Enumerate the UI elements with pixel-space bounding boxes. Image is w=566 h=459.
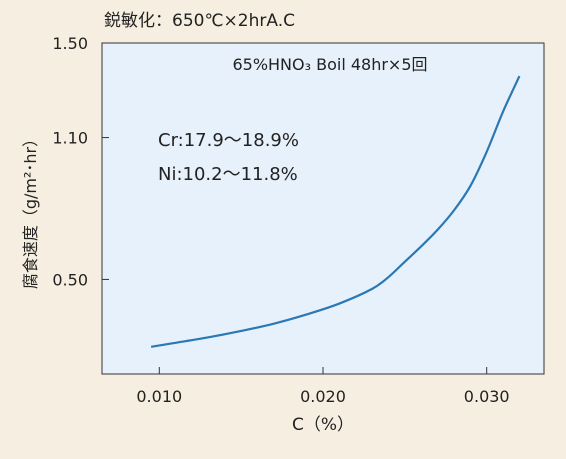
x-axis-label: C（%）: [292, 415, 354, 435]
ni-annotation: Ni:10.2～11.8%: [158, 164, 298, 185]
y-tick-label: 1.50: [52, 34, 88, 53]
cr-annotation: Cr:17.9～18.9%: [158, 130, 299, 151]
series-line: [150, 75, 521, 348]
chart-title: 鋭敏化：650℃×2hrA.C: [104, 11, 295, 31]
condition-annotation: 65%HNO₃ Boil 48hr×5回: [232, 55, 427, 74]
x-tick-label: 0.020: [300, 387, 346, 406]
y-tick-label: 0.50: [52, 270, 88, 289]
x-tick-label: 0.030: [464, 387, 510, 406]
plot-area: [101, 42, 545, 375]
y-tick-label: 1.10: [52, 129, 88, 148]
x-tick-label: 0.010: [136, 387, 182, 406]
y-axis-label: 腐食速度（g/m²･hr）: [21, 131, 40, 289]
